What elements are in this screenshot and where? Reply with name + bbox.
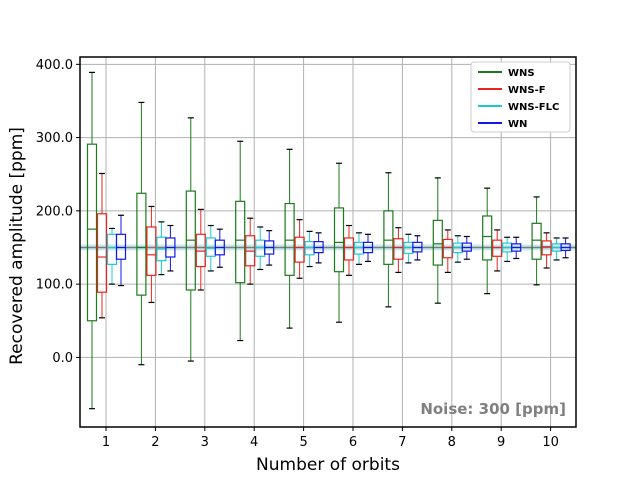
legend-frame [470, 61, 571, 133]
box-wns-f-5 [294, 219, 305, 279]
box-wns-2 [136, 101, 147, 366]
y-tick-label: 400.0 [36, 58, 73, 73]
box-body [96, 213, 108, 293]
box-body [442, 238, 453, 259]
box-body [541, 240, 552, 256]
box-wn-3 [214, 228, 225, 268]
legend-label-wns-flc: WNS-FLC [508, 102, 559, 113]
series-wns-flc [106, 221, 562, 285]
box-wns-8 [432, 177, 443, 304]
y-tick-label: 0.0 [52, 351, 73, 366]
x-axis-label: Number of orbits [256, 455, 400, 475]
box-wns-f-9 [492, 229, 503, 272]
x-tick-label: 8 [448, 435, 456, 450]
box-wns-f-7 [393, 227, 404, 274]
x-tick-label: 7 [398, 435, 406, 450]
box-body [333, 207, 345, 273]
x-tick-label: 1 [102, 435, 110, 450]
box-body [146, 226, 157, 276]
box-wns-f-2 [146, 205, 157, 304]
box-body [136, 192, 147, 296]
box-wns-10 [531, 196, 542, 286]
box-wn-5 [313, 232, 324, 264]
series-wns [86, 71, 542, 410]
box-wns-4 [235, 140, 246, 342]
box-wn-7 [412, 235, 423, 261]
y-tick-label: 300.0 [36, 131, 73, 146]
box-body [284, 202, 295, 276]
box-body [343, 237, 355, 261]
box-wn-8 [461, 235, 472, 260]
axis-layer: 0.0 100.0 200.0 300.0 400.0 1 2 3 4 5 6 7 8 9 10 [36, 56, 577, 450]
box-wns-flc-8 [452, 235, 463, 263]
box-layer [86, 71, 571, 410]
x-tick-label: 10 [542, 435, 559, 450]
box-wns-6 [333, 162, 345, 323]
box-wn-4 [264, 230, 275, 266]
x-tick-label: 6 [349, 435, 357, 450]
y-axis-label: Recovered amplitude [ppm] [7, 127, 27, 365]
box-wns-3 [185, 117, 196, 362]
box-wns-f-10 [541, 232, 552, 269]
box-body [492, 239, 503, 257]
plot-frame [79, 56, 577, 428]
box-body [482, 215, 493, 261]
x-tick-label: 4 [250, 435, 258, 450]
box-wn-10 [560, 237, 571, 259]
box-wns-7 [383, 172, 394, 308]
box-wn-9 [511, 236, 522, 260]
box-wns-1 [86, 71, 98, 410]
box-wns-f-3 [195, 208, 206, 291]
box-wns-f-8 [442, 229, 453, 274]
box-wns-flc-1 [106, 227, 118, 285]
x-tick-label: 9 [497, 435, 505, 450]
box-body [432, 219, 443, 266]
box-wn-6 [362, 233, 374, 263]
box-wns-f-6 [343, 224, 355, 276]
box-body [115, 233, 127, 260]
box-body [294, 236, 305, 263]
x-tick-label: 5 [299, 435, 307, 450]
box-body [195, 233, 206, 268]
box-body [235, 200, 246, 284]
x-tick-label: 3 [201, 435, 209, 450]
series-wns-f [96, 172, 552, 319]
box-wn-2 [165, 224, 176, 272]
box-wns-9 [482, 187, 493, 295]
box-wns-flc-3 [205, 224, 216, 272]
legend: WNS WNS-F WNS-FLC WN [470, 61, 571, 133]
noise-annotation: Noise: 300 [ppm] [420, 400, 566, 418]
box-wn-1 [115, 214, 127, 287]
box-body [531, 222, 542, 260]
x-tick-label: 2 [151, 435, 159, 450]
legend-label-wn: WN [508, 119, 527, 130]
box-body [383, 210, 394, 265]
box-wns-5 [284, 148, 295, 329]
legend-items: WNS WNS-F WNS-FLC WN [478, 68, 559, 130]
box-body [86, 143, 98, 322]
box-body [393, 238, 404, 260]
box-wns-f-4 [245, 217, 256, 285]
y-tick-label: 200.0 [36, 204, 73, 219]
series-wn [115, 214, 571, 287]
legend-label-wns-f: WNS-F [508, 85, 546, 96]
y-tick-label: 100.0 [36, 278, 73, 293]
legend-label-wns: WNS [508, 68, 535, 79]
box-wns-flc-6 [353, 232, 365, 265]
box-wns-f-1 [96, 172, 108, 319]
